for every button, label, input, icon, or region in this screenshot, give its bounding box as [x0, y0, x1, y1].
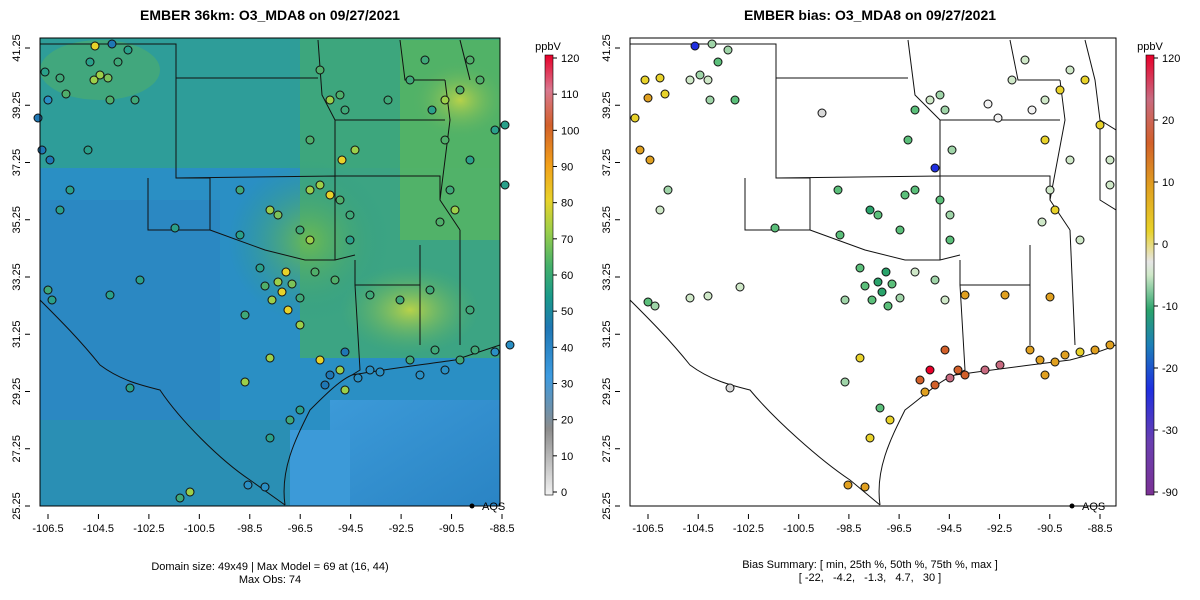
left-x-tick-label: -98.5	[237, 523, 262, 535]
left-y-tick-label: 39.25	[11, 91, 23, 119]
left-x-tick-label: -102.5	[133, 523, 164, 535]
right-x-tick-label: -100.5	[783, 523, 814, 535]
right-y-tick-label: 35.25	[601, 206, 613, 234]
left-y-tick-label: 25.25	[11, 492, 23, 520]
right-x-tick-label: -92.5	[987, 523, 1012, 535]
left-map-panel: EMBER 36km: O3_MDA8 on 09/27/2021	[11, 7, 579, 586]
right-x-tick-label: -90.5	[1037, 523, 1062, 535]
right-colorbar-label: -90	[1162, 487, 1178, 499]
right-colorbar-label: 20	[1162, 115, 1174, 127]
right-state-boundaries	[630, 39, 1116, 506]
right-y-tick-label: 27.25	[601, 435, 613, 463]
right-x-tick-label: -96.5	[887, 523, 912, 535]
right-y-tick-label: 29.25	[601, 378, 613, 406]
left-x-tick-label: -104.5	[83, 523, 114, 535]
left-colorbar-label: 110	[561, 89, 579, 101]
left-x-tick-label: -94.5	[338, 523, 363, 535]
right-colorbar-label: 10	[1162, 177, 1174, 189]
right-x-tick-label: -98.5	[836, 523, 861, 535]
left-model-field	[40, 38, 500, 506]
left-x-tick-label: -96.5	[288, 523, 313, 535]
left-colorbar-label: 100	[561, 125, 579, 137]
left-colorbar-label: 50	[561, 306, 573, 318]
right-y-tick-label: 33.25	[601, 263, 613, 291]
left-x-tick-label: -106.5	[32, 523, 63, 535]
right-y-tick-label: 41.25	[601, 34, 613, 62]
right-y-tick-label: 31.25	[601, 320, 613, 348]
right-colorbar: ppbV 120 20 10 0 -10 -20 -30 -90	[1137, 41, 1180, 499]
left-colorbar-label: 30	[561, 379, 573, 391]
left-colorbar-label: 70	[561, 234, 573, 246]
right-legend-label: AQS	[1082, 501, 1105, 513]
left-colorbar-label: 10	[561, 451, 573, 463]
left-y-tick-label: 31.25	[11, 320, 23, 348]
left-colorbar-label: 120	[561, 53, 579, 65]
right-x-tick-label: -102.5	[733, 523, 764, 535]
left-x-tick-label: -92.5	[389, 523, 414, 535]
left-x-tick-label: -100.5	[184, 523, 215, 535]
left-y-tick-label: 37.25	[11, 149, 23, 177]
right-colorbar-label: 120	[1162, 53, 1180, 65]
left-colorbar-unit: ppbV	[535, 41, 561, 53]
right-y-tick-label: 25.25	[601, 492, 613, 520]
left-colorbar-label: 0	[561, 487, 567, 499]
right-aqs-sites	[630, 39, 1115, 492]
left-y-tick-label: 27.25	[11, 435, 23, 463]
left-colorbar-label: 40	[561, 342, 573, 354]
left-legend-label: AQS	[482, 501, 505, 513]
right-colorbar-label: -20	[1162, 363, 1178, 375]
right-y-tick-label: 39.25	[601, 91, 613, 119]
right-y-tick-label: 37.25	[601, 149, 613, 177]
right-legend: AQS	[1069, 501, 1105, 513]
right-caption-line1: Bias Summary: [ min, 25th %, 50th %, 75t…	[742, 559, 998, 571]
left-caption-line1: Domain size: 49x49 | Max Model = 69 at (…	[151, 561, 388, 573]
left-legend: AQS	[469, 501, 505, 513]
left-panel-title: EMBER 36km: O3_MDA8 on 09/27/2021	[140, 7, 400, 23]
left-y-axis: 41.25 39.25 37.25 35.25 33.25 31.25 29.25 27.25…	[11, 34, 30, 520]
right-x-tick-label: -106.5	[632, 523, 663, 535]
left-colorbar-label: 90	[561, 162, 573, 174]
right-x-tick-label: -104.5	[683, 523, 714, 535]
left-x-tick-label: -90.5	[439, 523, 464, 535]
left-y-tick-label: 41.25	[11, 34, 23, 62]
left-colorbar-label: 20	[561, 415, 573, 427]
right-map-panel: EMBER bias: O3_MDA8 on 09/27/2021	[601, 7, 1180, 584]
right-caption-line2: [ -22, -4.2, -1.3, 4.7, 30 ]	[799, 572, 941, 584]
right-x-axis: -106.5 -104.5 -102.5 -100.5 -98.5 -96.5 -94.5 -…	[632, 514, 1113, 535]
right-x-tick-label: -88.5	[1087, 523, 1112, 535]
left-x-axis: -106.5 -104.5 -102.5 -100.5 -98.5 -96.5 -94.5 -…	[32, 514, 515, 535]
left-x-tick-label: -88.5	[489, 523, 514, 535]
left-caption-line2: Max Obs: 74	[239, 574, 301, 586]
right-colorbar-label: -10	[1162, 301, 1178, 313]
left-y-tick-label: 33.25	[11, 263, 23, 291]
right-panel-title: EMBER bias: O3_MDA8 on 09/27/2021	[744, 7, 996, 23]
left-aqs-sites	[33, 39, 515, 503]
right-colorbar-unit: ppbV	[1137, 41, 1163, 53]
right-colorbar-label: -30	[1162, 425, 1178, 437]
right-y-axis: 41.25 39.25 37.25 35.25 33.25 31.25 29.25 27.25…	[601, 34, 620, 520]
left-state-boundaries	[40, 39, 500, 506]
left-colorbar-label: 80	[561, 198, 573, 210]
left-y-tick-label: 35.25	[11, 206, 23, 234]
right-colorbar-label: 0	[1162, 239, 1168, 251]
left-y-tick-label: 29.25	[11, 378, 23, 406]
left-colorbar-label: 60	[561, 270, 573, 282]
right-map-frame	[629, 37, 1117, 507]
right-x-tick-label: -94.5	[937, 523, 962, 535]
left-map-frame	[39, 37, 501, 507]
